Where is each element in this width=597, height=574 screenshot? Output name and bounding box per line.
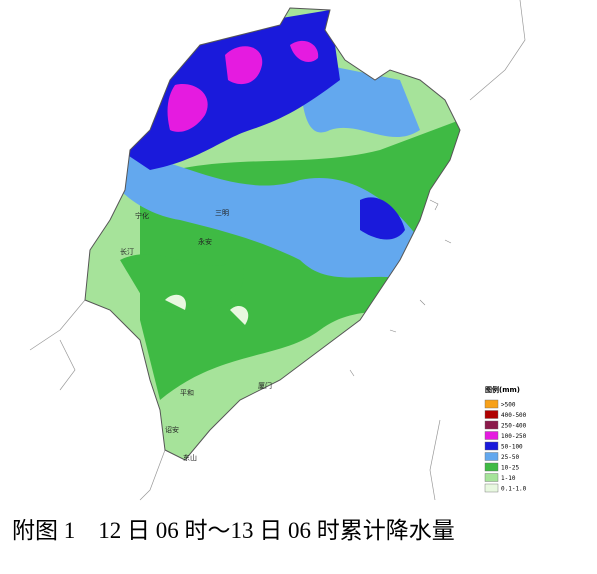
legend-swatch [484,399,499,409]
legend-label: >500 [501,402,516,409]
legend-swatch [484,410,499,419]
legend-label: 10-25 [501,465,519,472]
legend-swatch [484,441,499,451]
place-label: 东山 [183,453,197,462]
place-label: 厦门 [258,381,272,390]
legend-swatch [484,462,499,472]
legend-label: 1-10 [501,475,516,482]
legend-title: 图例(mm) [485,385,520,394]
place-label: 永安 [198,237,212,246]
legend-swatch [484,483,499,493]
legend-label: 100-250 [501,433,527,440]
legend-swatch [484,473,499,482]
legend-swatch [484,420,499,430]
place-label: 宁化 [135,211,149,220]
legend-label: 50-100 [501,444,523,451]
legend: 图例(mm) >500 400-500 250-400 100-250 50-100 25-… [484,385,527,493]
caption: 附图 1 12 日 06 时～13 日 06 时累计降水量 [12,518,455,543]
place-label: 诏安 [165,425,179,434]
place-label: 长汀 [120,247,134,256]
legend-label: 25-50 [501,454,519,461]
place-label: 平和 [180,388,194,397]
rain-field [85,8,460,460]
coast-islands [349,199,452,377]
legend-label: 400-500 [501,412,527,419]
legend-swatch [484,452,499,461]
place-label: 三明 [215,209,229,217]
legend-label: 0.1-1.0 [501,486,527,493]
legend-label: 250-400 [501,423,527,430]
legend-swatch [484,431,499,440]
neighbor-borders [29,0,526,501]
